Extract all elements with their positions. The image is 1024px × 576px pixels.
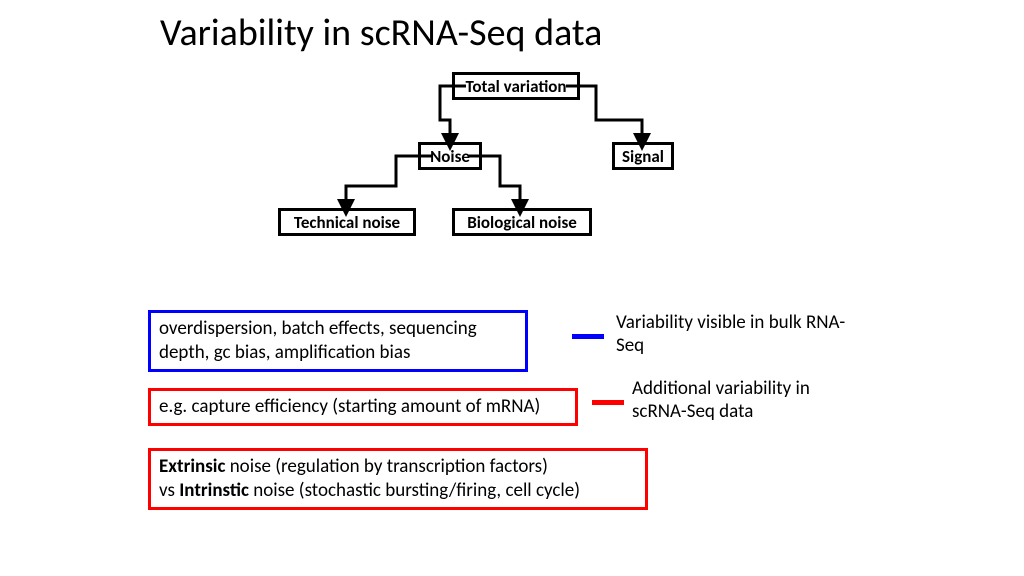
node-noise: Noise (418, 142, 482, 170)
legend-dash-bulk (572, 334, 604, 339)
box-overdispersion: overdispersion, batch effects, sequencin… (148, 310, 528, 372)
box-capture-efficiency: e.g. capture efficiency (starting amount… (148, 388, 578, 426)
box-extrinsic-intrinsic: Extrinsic noise (regulation by transcrip… (148, 448, 648, 510)
node-biological-noise: Biological noise (452, 208, 592, 236)
node-total-variation: Total variation (452, 72, 580, 100)
page-title: Variability in scRNA-Seq data (160, 10, 602, 56)
legend-dash-scrna (592, 400, 624, 405)
node-technical-noise: Technical noise (278, 208, 416, 236)
legend-label-bulk: Variability visible in bulk RNA-Seq (616, 312, 846, 358)
node-signal: Signal (612, 142, 674, 170)
legend-label-scrna: Additional variability in scRNA-Seq data (632, 378, 862, 424)
